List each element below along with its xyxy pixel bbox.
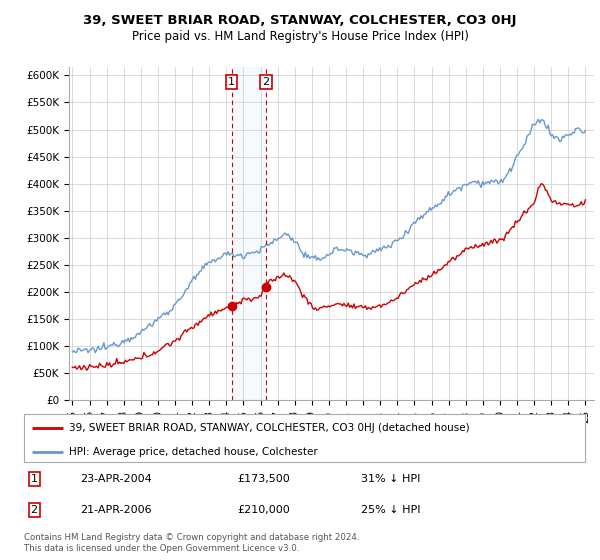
Text: Price paid vs. HM Land Registry's House Price Index (HPI): Price paid vs. HM Land Registry's House … [131,30,469,43]
Text: 2: 2 [31,505,38,515]
Text: 23-APR-2004: 23-APR-2004 [80,474,152,484]
Text: £173,500: £173,500 [237,474,290,484]
FancyBboxPatch shape [24,414,585,462]
Text: £210,000: £210,000 [237,505,290,515]
Bar [232,67,266,400]
Text: 2: 2 [262,77,269,87]
Text: 31% ↓ HPI: 31% ↓ HPI [361,474,420,484]
Text: 39, SWEET BRIAR ROAD, STANWAY, COLCHESTER, CO3 0HJ: 39, SWEET BRIAR ROAD, STANWAY, COLCHESTE… [83,14,517,27]
Text: 1: 1 [31,474,38,484]
Text: 25% ↓ HPI: 25% ↓ HPI [361,505,420,515]
Text: Contains HM Land Registry data © Crown copyright and database right 2024.
This d: Contains HM Land Registry data © Crown c… [24,533,359,553]
Text: HPI: Average price, detached house, Colchester: HPI: Average price, detached house, Colc… [69,446,317,456]
Text: 1: 1 [228,77,235,87]
Text: 21-APR-2006: 21-APR-2006 [80,505,152,515]
Text: 39, SWEET BRIAR ROAD, STANWAY, COLCHESTER, CO3 0HJ (detached house): 39, SWEET BRIAR ROAD, STANWAY, COLCHESTE… [69,423,470,433]
